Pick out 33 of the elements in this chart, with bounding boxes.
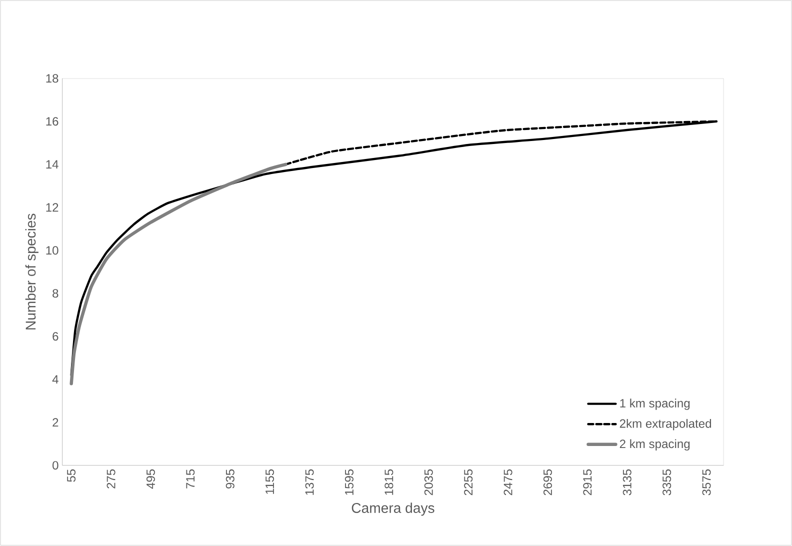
x-tick-label: 2695 (543, 470, 552, 496)
y-tick-label: 14 (46, 160, 58, 169)
y-axis-title: Number of species (25, 214, 38, 330)
x-tick-label: 495 (146, 470, 155, 489)
x-tick-label: 55 (67, 470, 76, 482)
x-tick-label: 2255 (464, 470, 473, 496)
x-tick-label: 1375 (305, 470, 314, 495)
y-tick-label: 6 (52, 332, 58, 341)
x-tick-label: 2035 (424, 470, 433, 496)
x-tick-label: 2475 (504, 470, 512, 496)
legend-label: 2 km spacing (620, 439, 690, 451)
x-tick-label: 715 (186, 470, 195, 489)
y-tick-label: 0 (52, 461, 58, 470)
y-tick-label: 8 (52, 289, 58, 298)
y-tick-label: 2 (52, 418, 58, 427)
x-tick-label: 1595 (344, 470, 354, 495)
x-tick-label: 3355 (662, 470, 672, 496)
x-tick-label: 2915 (583, 470, 592, 496)
legend-label: 2km extrapolated (620, 419, 712, 430)
x-tick-label: 1815 (384, 470, 394, 495)
x-tick-label: 1155 (266, 470, 274, 494)
line-series (70, 162, 288, 386)
y-tick-label: 18 (46, 74, 58, 83)
y-tick-label: 4 (52, 375, 58, 384)
y-tick-label: 10 (46, 246, 58, 255)
x-axis-title: Camera days (352, 502, 434, 516)
y-tick-label: 12 (46, 203, 58, 212)
x-tick-label: 3575 (702, 470, 711, 496)
x-tick-label: 275 (106, 470, 116, 489)
x-tick-label: 935 (226, 470, 234, 489)
y-tick-label: 16 (46, 117, 58, 126)
x-tick-label: 3135 (622, 470, 632, 496)
legend-label: 1 km spacing (620, 398, 690, 410)
